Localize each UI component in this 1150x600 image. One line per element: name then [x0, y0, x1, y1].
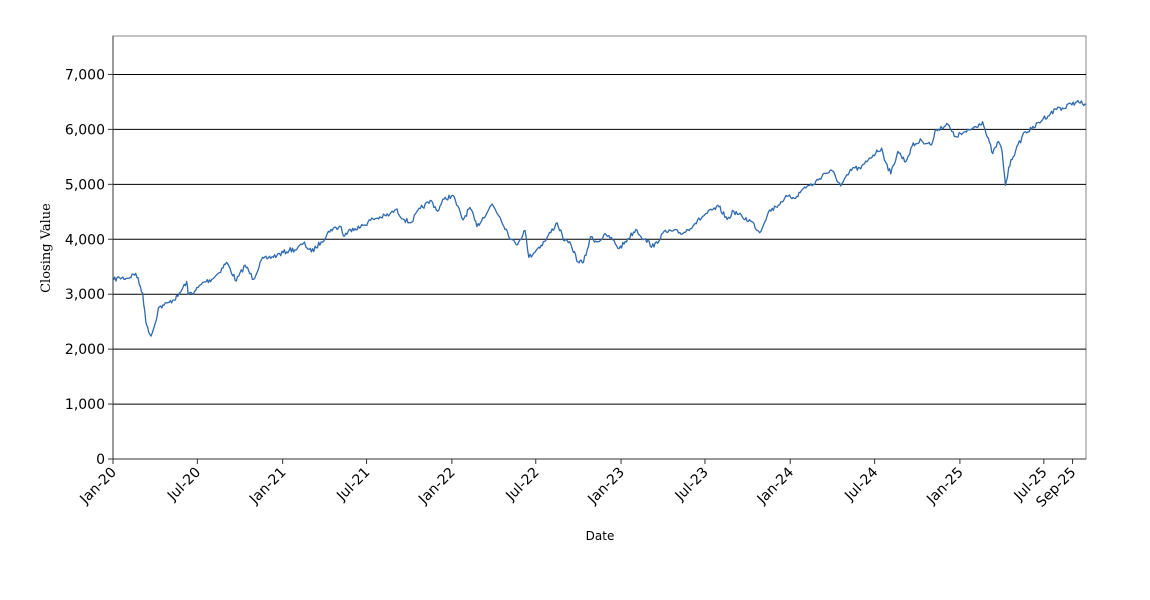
y-tick-label: 6,000	[65, 122, 105, 138]
x-tick-label: Jan-22	[415, 465, 458, 508]
closing-value-line	[112, 99, 1087, 337]
x-axis-title: Date	[586, 529, 615, 543]
y-tick-label: 2,000	[65, 342, 105, 358]
y-axis-ticks: 0 1,000 2,000 3,000 4,000 5,000 6,000 7,000	[65, 67, 113, 468]
y-tick-label: 7,000	[65, 67, 105, 83]
x-tick-label: Jan-23	[584, 465, 627, 508]
x-tick-label: Jan-20	[76, 465, 119, 508]
y-tick-label: 3,000	[65, 287, 105, 303]
y-tick-label: 4,000	[65, 232, 105, 248]
x-tick-label: Jan-24	[754, 464, 798, 508]
x-tick-label: Jan-25	[923, 465, 966, 508]
y-tick-label: 5,000	[65, 177, 105, 193]
y-axis-title: Closing Value	[39, 203, 54, 293]
plot-area-frame	[112, 35, 1087, 460]
y-tick-label: 0	[96, 452, 105, 468]
gridlines	[113, 73, 1086, 405]
x-tick-label: Jul-23	[672, 465, 712, 505]
x-tick-label: Jul-24	[841, 464, 881, 504]
x-tick-label: Jul-21	[333, 465, 373, 505]
y-tick-label: 1,000	[65, 397, 105, 413]
x-tick-label: Jan-21	[246, 465, 289, 508]
x-axis-ticks: Jan-20 Jul-20 Jan-21 Jul-21 Jan-22 Jul-22 Jan-…	[76, 459, 1079, 511]
x-tick-label: Jul-22	[502, 465, 542, 505]
x-tick-label: Jul-20	[164, 465, 204, 505]
